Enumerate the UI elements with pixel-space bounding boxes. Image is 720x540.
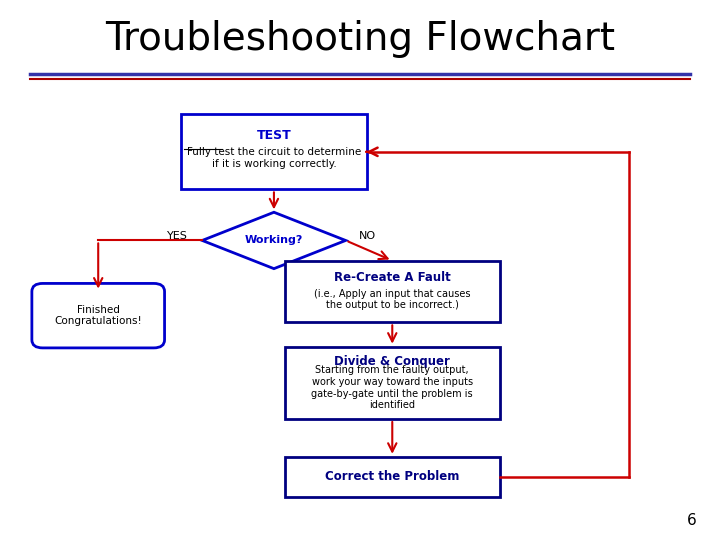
Text: Starting from the faulty output,
work your way toward the inputs
gate-by-gate un: Starting from the faulty output, work yo… bbox=[312, 366, 473, 410]
Text: (i.e., Apply an input that causes
the output to be incorrect.): (i.e., Apply an input that causes the ou… bbox=[314, 289, 471, 310]
Text: TEST: TEST bbox=[256, 129, 292, 142]
Text: Correct the Problem: Correct the Problem bbox=[325, 470, 459, 483]
Text: 6: 6 bbox=[688, 513, 697, 528]
FancyBboxPatch shape bbox=[284, 457, 500, 497]
FancyBboxPatch shape bbox=[284, 261, 500, 322]
Text: Working?: Working? bbox=[245, 235, 303, 246]
Text: Troubleshooting Flowchart: Troubleshooting Flowchart bbox=[105, 20, 615, 58]
FancyBboxPatch shape bbox=[181, 114, 367, 190]
Text: YES: YES bbox=[166, 231, 187, 241]
FancyBboxPatch shape bbox=[284, 347, 500, 419]
Text: Finished
Congratulations!: Finished Congratulations! bbox=[54, 305, 142, 327]
Text: Re-Create A Fault: Re-Create A Fault bbox=[334, 272, 451, 285]
Text: NO: NO bbox=[359, 231, 376, 241]
Text: Fully test the circuit to determine
if it is working correctly.: Fully test the circuit to determine if i… bbox=[186, 147, 361, 168]
Text: Divide & Conquer: Divide & Conquer bbox=[334, 355, 450, 368]
Polygon shape bbox=[202, 212, 346, 269]
FancyBboxPatch shape bbox=[32, 284, 165, 348]
